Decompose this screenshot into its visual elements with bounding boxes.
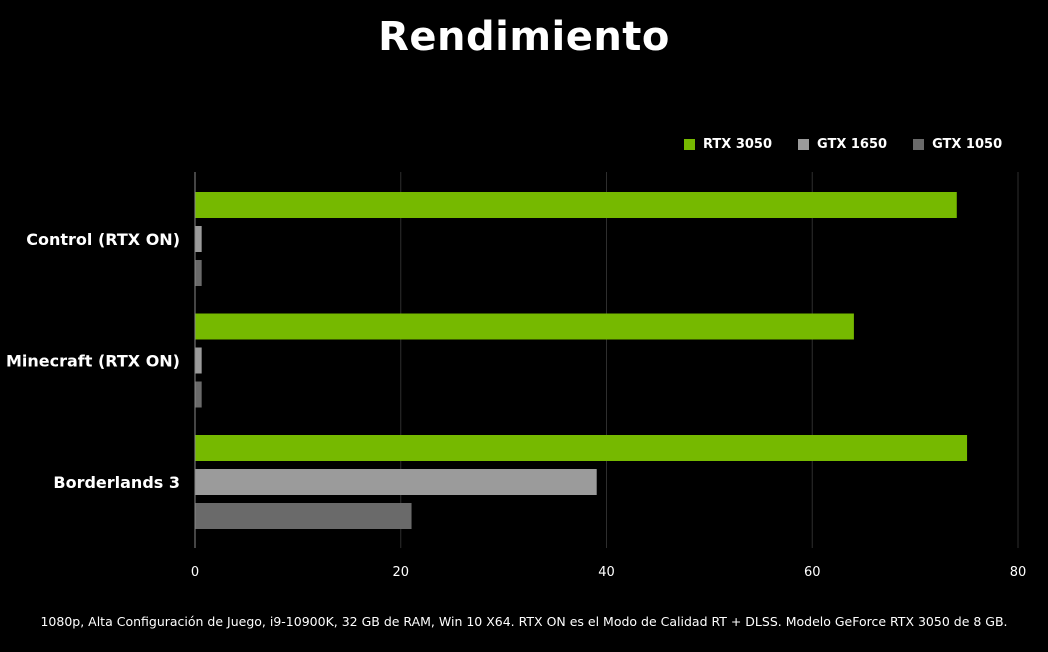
- category-label: Borderlands 3: [53, 473, 180, 492]
- x-tick-label: 60: [804, 565, 821, 580]
- legend-item: RTX 3050: [684, 137, 772, 152]
- category-label: Minecraft (RTX ON): [6, 352, 180, 371]
- bar-gtx-1650: [195, 347, 202, 374]
- bar-rtx-3050: [195, 435, 968, 461]
- bar-gtx-1650: [195, 226, 202, 252]
- bar-gtx-1050: [195, 503, 412, 529]
- x-tick-label: 40: [598, 565, 615, 580]
- legend-item: GTX 1050: [913, 137, 1002, 152]
- x-tick-label: 80: [1010, 565, 1027, 580]
- x-tick-label: 0: [191, 565, 199, 580]
- legend: RTX 3050 GTX 1650 GTX 1050: [684, 137, 1002, 152]
- legend-swatch: [798, 139, 810, 150]
- bar-rtx-3050: [195, 313, 854, 340]
- category-label: Control (RTX ON): [26, 230, 180, 249]
- bar-gtx-1050: [195, 260, 202, 286]
- legend-label: GTX 1650: [817, 137, 888, 152]
- legend-swatch: [913, 139, 925, 150]
- legend-label: GTX 1050: [932, 137, 1003, 152]
- bar-gtx-1050: [195, 381, 202, 408]
- bar-rtx-3050: [195, 192, 957, 218]
- legend-swatch: [684, 139, 695, 150]
- legend-item: GTX 1650: [798, 137, 887, 152]
- bar-gtx-1650: [195, 469, 597, 495]
- chart-title: Rendimiento: [378, 14, 670, 60]
- footnote: 1080p, Alta Configuración de Juego, i9-1…: [40, 614, 1008, 629]
- legend-label: RTX 3050: [703, 137, 773, 152]
- x-tick-label: 20: [392, 565, 409, 580]
